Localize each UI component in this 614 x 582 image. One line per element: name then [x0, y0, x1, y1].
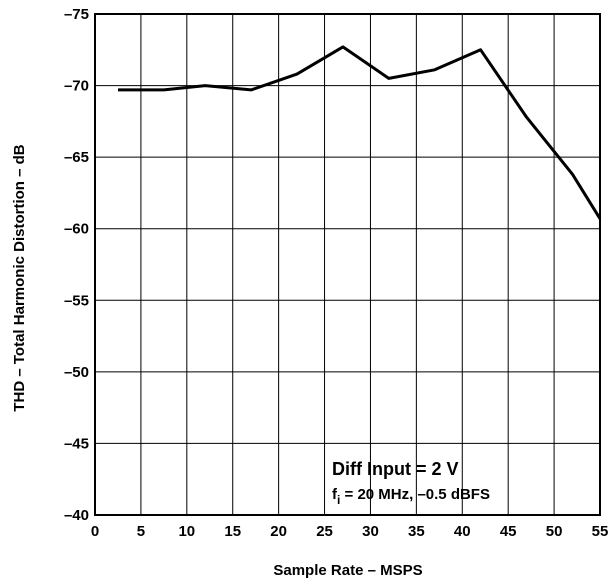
x-tick-label: 15	[224, 523, 241, 540]
annotation-rest: = 20 MHz, –0.5 dBFS	[340, 486, 490, 503]
plot-frame	[94, 13, 601, 516]
x-tick-label: 30	[362, 523, 379, 540]
x-tick-label: 25	[316, 523, 333, 540]
y-tick-label: –65	[64, 149, 89, 166]
x-tick-label: 10	[178, 523, 195, 540]
annotation-sub-i: i	[337, 493, 340, 507]
x-axis-title: Sample Rate – MSPS	[273, 562, 422, 579]
x-tick-label: 55	[592, 523, 609, 540]
x-tick-labels: 0 5 10 15 20 25 30 35 40 45 50 55	[91, 523, 609, 540]
annotation-f: f	[332, 486, 338, 503]
y-tick-labels: –40 –45 –50 –55 –60 –65 –70 –75	[64, 6, 89, 524]
x-tick-label: 45	[500, 523, 517, 540]
x-tick-label: 35	[408, 523, 425, 540]
x-tick-label: 40	[454, 523, 471, 540]
y-tick-label: –55	[64, 292, 89, 309]
series-line-thd	[118, 45, 602, 220]
y-tick-label: –45	[64, 435, 89, 452]
annotation-frequency: fi = 20 MHz, –0.5 dBFS	[332, 486, 490, 507]
annotation-diff-input: Diff Input = 2 V	[332, 459, 459, 479]
x-tick-label: 0	[91, 523, 99, 540]
y-axis-title: THD – Total Harmonic Distortion – dB	[11, 144, 28, 411]
y-tick-label: –50	[64, 364, 89, 381]
y-tick-label: –40	[64, 507, 89, 524]
x-tick-label: 5	[137, 523, 145, 540]
x-tick-label: 20	[270, 523, 287, 540]
y-tick-label: –75	[64, 6, 89, 23]
y-tick-label: –70	[64, 78, 89, 95]
y-tick-label: –60	[64, 221, 89, 238]
x-tick-label: 50	[546, 523, 563, 540]
